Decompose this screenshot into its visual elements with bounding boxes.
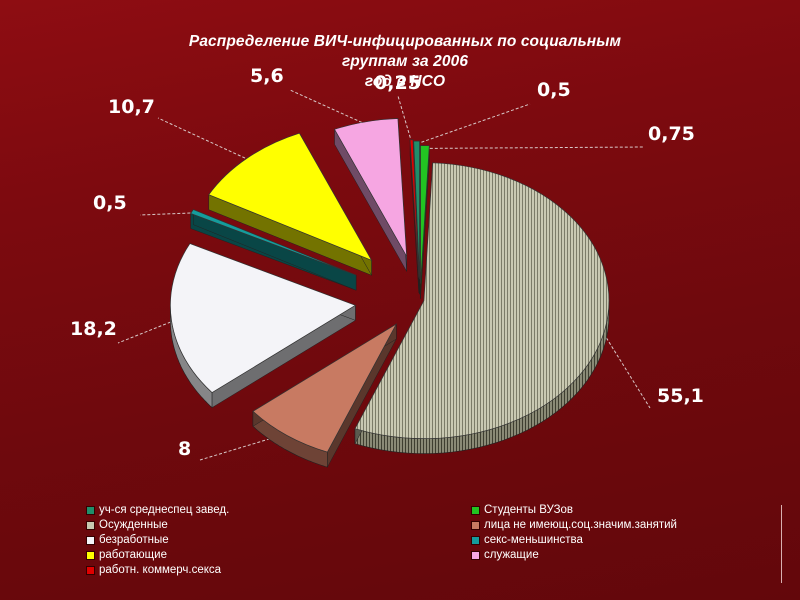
- legend-swatch: [86, 506, 95, 515]
- leader-line-6: [289, 89, 367, 125]
- pie-slice-top-8: [413, 140, 420, 280]
- data-label-6: 5,6: [250, 65, 284, 87]
- legend-swatch: [471, 536, 480, 545]
- pie-slice-top-4: [190, 209, 357, 276]
- legend-divider: [781, 505, 782, 583]
- legend-item: работающие: [86, 548, 167, 563]
- pie-slice-top-2: [252, 323, 398, 453]
- leader-line-7: [397, 95, 413, 143]
- legend-item: лица не имеющ.соц.значим.занятий: [471, 518, 677, 533]
- pie-slice-0: [420, 145, 430, 299]
- pie-slice-6: [333, 118, 408, 273]
- legend-item: служащие: [471, 548, 539, 563]
- legend-swatch: [86, 536, 95, 545]
- legend-label: уч-ся среднеспец завед.: [99, 504, 230, 516]
- pie-slice-3: [170, 243, 357, 409]
- legend-item: работн. коммерч.секса: [86, 563, 221, 578]
- chart-title-line-1: Распределение ВИЧ-инфицированных по соци…: [188, 33, 622, 70]
- chart-title-line-2: год в НСО: [364, 73, 446, 90]
- legend-swatch: [86, 551, 95, 560]
- legend-item: секс-меньшинства: [471, 533, 583, 548]
- pie-slice-top-6: [333, 118, 408, 257]
- legend-label: безработные: [99, 534, 169, 546]
- legend: уч-ся среднеспец завед. Студенты ВУЗов Осу…: [86, 499, 776, 583]
- legend-label: Студенты ВУЗов: [484, 504, 574, 516]
- pie-slice-7: [409, 139, 420, 293]
- data-label-2: 8: [178, 438, 192, 460]
- legend-label: секс-меньшинства: [484, 534, 583, 546]
- legend-swatch: [86, 566, 95, 575]
- data-label-7: 0,25: [374, 72, 421, 94]
- legend-item: Студенты ВУЗов: [471, 503, 573, 518]
- legend-label: лица не имеющ.соц.значим.занятий: [484, 519, 677, 531]
- data-label-0: 0,75: [648, 123, 695, 145]
- legend-label: работающие: [99, 549, 167, 561]
- legend-item: Осужденные: [86, 518, 168, 533]
- data-label-3: 18,2: [70, 318, 117, 340]
- legend-label: Осужденные: [99, 519, 168, 531]
- chart-title: Распределение ВИЧ-инфицированных по соци…: [170, 32, 640, 92]
- leader-line-8: [416, 103, 531, 145]
- leader-line-0: [424, 146, 644, 149]
- leader-line-1: [600, 329, 651, 409]
- leader-line-4: [139, 212, 196, 216]
- pie-slice-1: [354, 162, 610, 454]
- legend-swatch: [86, 521, 95, 530]
- legend-swatch: [471, 521, 480, 530]
- pie-slice-2: [252, 323, 398, 468]
- data-label-4: 0,5: [93, 192, 127, 214]
- legend-label: работн. коммерч.секса: [99, 564, 222, 576]
- pie-slice-top-7: [409, 139, 420, 278]
- pie-slice-top-3: [170, 243, 357, 394]
- legend-label: служащие: [484, 549, 539, 561]
- pie-slice-5: [208, 132, 373, 277]
- legend-item: уч-ся среднеспец завед.: [86, 503, 229, 518]
- leader-line-3: [117, 319, 176, 344]
- pie-slice-top-0: [420, 145, 430, 284]
- legend-swatch: [471, 506, 480, 515]
- legend-swatch: [471, 551, 480, 560]
- pie-slice-4: [190, 209, 357, 291]
- pie-slices: [170, 118, 610, 468]
- legend-item: безработные: [86, 533, 169, 548]
- data-label-5: 10,7: [108, 96, 155, 118]
- data-label-1: 55,1: [657, 385, 704, 407]
- pie-slice-top-5: [208, 132, 373, 261]
- pie-slice-top-1: [354, 162, 610, 439]
- data-label-8: 0,5: [537, 79, 571, 101]
- leader-line-5: [157, 117, 250, 161]
